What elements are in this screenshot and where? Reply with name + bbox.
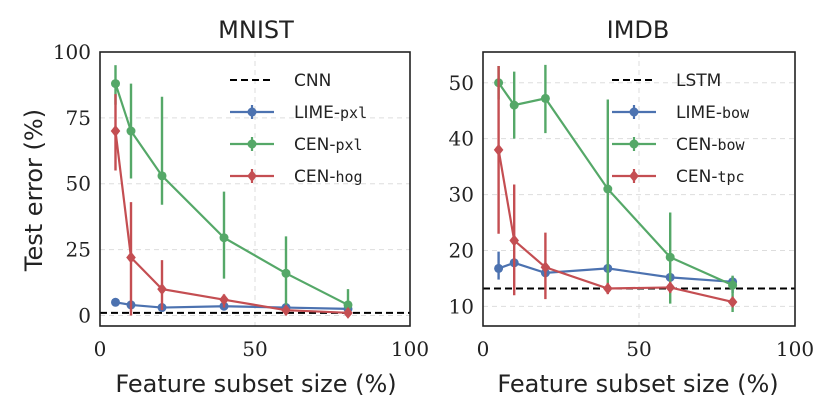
- imdb-series-cen-tpc-point-5: [727, 295, 738, 308]
- mnist-series-cen-pxl-point-0: [111, 79, 120, 89]
- mnist-series-cen-hog-line: [114, 130, 349, 314]
- mnist-series-cen-hog-point-3: [219, 293, 229, 306]
- mnist-ticks: 0 50 100 0 25 50 75 100: [53, 40, 429, 361]
- imdb-title: IMDB: [607, 16, 670, 44]
- imdb-series-cen-bow-point-2: [540, 93, 550, 103]
- imdb-grid: [483, 52, 795, 326]
- mnist-legend-cen-hog-label-prefix: CEN-: [294, 167, 335, 187]
- mnist-title: MNIST: [218, 16, 294, 44]
- imdb-series-cen-bow-point-5: [728, 280, 738, 290]
- mnist-legend-cen-hog-label: CEN-hog: [294, 167, 363, 187]
- mnist-series-cen-hog-point-0: [110, 125, 121, 138]
- mnist-x-tick-label-100: 100: [391, 337, 429, 361]
- mnist-legend-cen-hog-label-suffix: hog: [335, 168, 362, 186]
- imdb-series-cen-tpc-line: [497, 149, 733, 304]
- imdb-series-cen-tpc-point-0: [493, 143, 504, 156]
- mnist-series-cen-hog-point-4: [281, 304, 291, 317]
- mnist-y-tick-label-0: 0: [78, 303, 91, 327]
- mnist-y-tick-label-25: 25: [66, 238, 91, 262]
- imdb-legend-lime-bow-label-prefix: LIME-: [676, 103, 722, 123]
- mnist-series-group: [110, 65, 353, 319]
- imdb-x-axis-label: Feature subset size (%): [497, 370, 778, 398]
- imdb-legend-cen-tpc-label-prefix: CEN-: [676, 167, 717, 187]
- imdb-y-tick-label-10: 10: [449, 294, 474, 318]
- imdb-series-cen-tpc-point-3: [603, 282, 613, 295]
- mnist-y-tick-label-100: 100: [53, 40, 91, 64]
- mnist-series-cen-pxl-point-5: [343, 300, 353, 310]
- imdb-series-cen-tpc-point-2: [540, 261, 551, 274]
- imdb-series-cen-tpc-point-4: [665, 281, 675, 294]
- imdb-y-tick-label-40: 40: [449, 127, 474, 151]
- imdb-series-cen-bow-point-4: [665, 252, 675, 262]
- imdb-series-cen-bow: [494, 64, 738, 313]
- mnist-series-cen-hog-point-1: [126, 251, 136, 264]
- mnist-series-cen-pxl-point-3: [219, 233, 229, 243]
- mnist-panel: MNIST Feature subset size (%) Test error…: [20, 16, 429, 398]
- imdb-legend-lime-bow-marker: [629, 107, 639, 117]
- imdb-series-cen-bow-point-1: [509, 100, 519, 110]
- mnist-x-tick-label-50: 50: [242, 337, 267, 361]
- mnist-legend-lime-pxl-label-suffix: pxl: [340, 104, 367, 122]
- imdb-legend-cen-bow-label-prefix: CEN-: [676, 135, 717, 155]
- imdb-y-tick-label-30: 30: [449, 183, 474, 207]
- mnist-legend-cen-pxl-label-suffix: pxl: [335, 136, 362, 154]
- imdb-series-cen-bow-point-3: [603, 184, 613, 194]
- imdb-series-lime-bow-line: [498, 261, 733, 283]
- imdb-legend-cen-bow-label: CEN-bow: [676, 135, 746, 155]
- mnist-y-tick-label-75: 75: [66, 106, 91, 130]
- imdb-legend-baseline-label: LSTM: [676, 71, 721, 91]
- imdb-series-lime-bow: [494, 251, 738, 294]
- mnist-series-cen-hog-point-5: [343, 306, 353, 319]
- imdb-y-tick-label-50: 50: [449, 71, 474, 95]
- mnist-legend-lime-pxl-label: LIME-pxl: [294, 103, 367, 123]
- mnist-legend-cen-pxl-label: CEN-pxl: [294, 135, 363, 155]
- imdb-series-lime-bow-point-0: [494, 263, 504, 273]
- mnist-legend-cen-pxl-label-prefix: CEN-: [294, 135, 335, 155]
- imdb-panel: IMDB Feature subset size (%) 0 50 100 10 20 3…: [449, 16, 815, 398]
- mnist-series-cen-pxl-point-4: [281, 268, 291, 278]
- mnist-series-cen-hog-point-2: [157, 283, 167, 296]
- mnist-plot-frame: [99, 51, 411, 327]
- mnist-series-cen-pxl-point-1: [126, 126, 136, 136]
- mnist-series-cen-pxl-line: [114, 83, 349, 306]
- imdb-legend-lime-bow-label: LIME-bow: [676, 103, 750, 123]
- mnist-legend-cen-hog-marker: [247, 170, 257, 182]
- mnist-grid: [100, 51, 410, 326]
- y-axis-label: Test error (%): [20, 109, 48, 272]
- imdb-series-cen-tpc: [493, 65, 738, 308]
- imdb-legend-cen-tpc-marker: [629, 170, 639, 182]
- mnist-legend-baseline-label: CNN: [294, 71, 331, 91]
- imdb-series-cen-tpc-point-1: [509, 234, 519, 247]
- mnist-y-tick-label-50: 50: [66, 172, 91, 196]
- imdb-legend-cen-tpc-label-suffix: tpc: [717, 168, 744, 186]
- imdb-legend-cen-bow-label-suffix: bow: [717, 136, 745, 154]
- mnist-series-cen-pxl: [111, 65, 353, 316]
- mnist-series-cen-hog: [110, 94, 353, 319]
- imdb-ticks: 0 50 100 10 20 30 40 50: [449, 71, 815, 361]
- mnist-legend-lime-pxl-label-prefix: LIME-: [294, 103, 340, 123]
- imdb-x-tick-label-100: 100: [776, 337, 814, 361]
- imdb-legend-cen-bow-marker: [629, 139, 639, 149]
- mnist-legend-cen-pxl-marker: [247, 139, 257, 149]
- mnist-legend-lime-pxl-marker: [247, 107, 257, 117]
- imdb-x-tick-label-50: 50: [626, 337, 651, 361]
- imdb-legend-lime-bow-label-suffix: bow: [722, 104, 750, 122]
- imdb-plot-frame: [482, 51, 796, 327]
- mnist-x-tick-label-0: 0: [94, 337, 107, 361]
- imdb-series-group: [493, 64, 738, 313]
- mnist-series-lime-pxl-line: [115, 301, 349, 310]
- mnist-x-axis-label: Feature subset size (%): [115, 370, 396, 398]
- mnist-series-cen-pxl-point-2: [157, 171, 167, 181]
- imdb-legend-cen-tpc-label: CEN-tpc: [676, 167, 745, 187]
- mnist-series-lime-pxl-point-0: [111, 297, 120, 307]
- imdb-y-tick-label-20: 20: [449, 239, 474, 263]
- imdb-series-cen-bow-line: [497, 82, 734, 287]
- imdb-x-tick-label-0: 0: [477, 337, 490, 361]
